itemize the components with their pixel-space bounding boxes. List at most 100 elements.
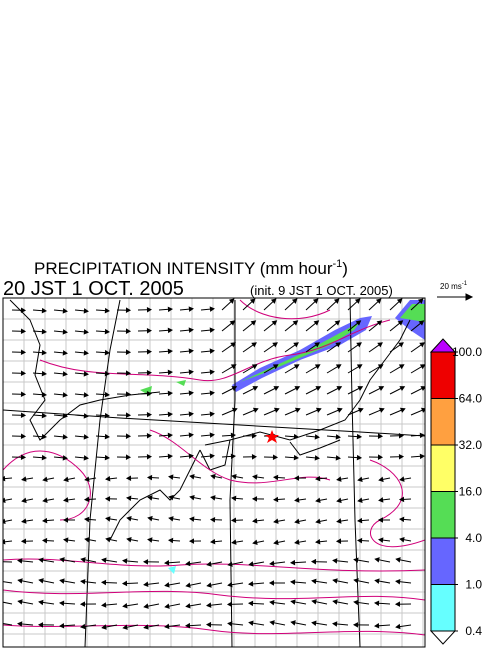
wind-arrow: [378, 537, 391, 543]
colorbar-bin: [430, 351, 456, 399]
arrow-head: [399, 386, 406, 392]
wind-arrow: [3, 623, 13, 626]
under-triangle: [429, 630, 457, 645]
wind-arrow: [137, 348, 153, 355]
arrow-head: [125, 454, 132, 460]
wind-arrow: [116, 454, 132, 460]
arrow-head: [20, 370, 27, 377]
arrow-head: [398, 453, 405, 460]
arrow-head: [122, 558, 128, 564]
wind-arrow: [315, 538, 328, 545]
wind-arrow: [263, 342, 278, 353]
arrow-head: [396, 298, 403, 304]
wind-arrow: [242, 320, 257, 332]
wind-arrow: [410, 453, 425, 460]
arrow-head: [167, 390, 174, 397]
arrow-head: [126, 515, 132, 522]
wind-arrow: [137, 453, 153, 460]
arrow-head: [188, 432, 194, 438]
arrow-head: [58, 622, 65, 629]
arrow-head: [84, 476, 90, 482]
arrow-head: [375, 298, 382, 304]
wind-arrow: [284, 298, 298, 311]
arrow-head: [126, 495, 132, 502]
wind-arrow: [394, 601, 412, 607]
wind-arrow: [284, 454, 300, 461]
wind-arrow: [101, 602, 118, 608]
arrow-head: [146, 369, 153, 376]
arrow-head: [167, 348, 174, 355]
arrow-head: [398, 432, 405, 439]
arrow-head: [419, 342, 425, 348]
wind-arrow: [74, 392, 89, 398]
wind-arrow: [95, 349, 111, 356]
wind-arrow: [95, 328, 111, 335]
wind-arrow: [293, 475, 307, 481]
arrow-head: [83, 392, 89, 398]
arrow-head: [164, 603, 170, 609]
arrow-head: [206, 602, 212, 608]
arrow-head: [289, 559, 296, 566]
wind-arrow: [332, 599, 349, 605]
wind-arrow: [137, 327, 153, 334]
arrow-head: [125, 307, 132, 313]
arrow-head: [83, 308, 89, 314]
wind-arrow: [273, 518, 286, 524]
wind-arrow: [290, 620, 307, 626]
arrow-head: [105, 516, 111, 522]
colorbar-label: 1.0: [465, 578, 482, 592]
arrow-head: [420, 386, 425, 392]
wind-arrow: [116, 391, 132, 397]
arrow-head: [143, 624, 149, 630]
arrow-head: [209, 348, 215, 354]
arrow-head: [188, 306, 194, 312]
arrow-head: [80, 557, 86, 563]
wind-arrow: [315, 475, 328, 482]
wind-arrow: [95, 370, 111, 377]
arrow-head: [293, 364, 300, 370]
wind-arrow: [84, 476, 97, 482]
arrow-head: [335, 538, 342, 544]
colorbar-label: 32.0: [459, 438, 483, 452]
arrow-head: [374, 578, 380, 584]
arrow-head: [0, 560, 1, 564]
wind-arrow: [41, 537, 55, 544]
wind-arrow: [311, 599, 328, 605]
arrow-head: [357, 386, 364, 392]
wind-arrow: [37, 622, 55, 628]
init-time: (init. 9 JST 1 OCT. 2005): [250, 283, 393, 298]
wind-arrow: [158, 306, 174, 313]
arrow-head: [399, 476, 405, 482]
wind-arrow: [200, 390, 215, 396]
arrow-head: [188, 411, 194, 417]
wind-arrow: [290, 599, 307, 605]
arrow-head: [268, 580, 275, 586]
wind-arrow: [53, 350, 68, 356]
wind-arrow: [32, 307, 48, 314]
arrow-head: [294, 497, 300, 503]
arrow-head: [377, 433, 384, 439]
wind-arrow: [347, 454, 363, 461]
arrow-head: [146, 411, 153, 418]
arrow-head: [335, 434, 341, 440]
colorbar-label: 4.0: [465, 531, 482, 545]
wind-arrow: [356, 537, 370, 544]
wind-arrow: [20, 538, 34, 544]
reference-vector-text: 20 ms: [440, 282, 462, 291]
wind-arrow: [158, 327, 174, 334]
arrow-head: [269, 599, 275, 606]
wind-arrow: [168, 474, 181, 480]
wind-arrow: [147, 515, 160, 522]
arrow-head: [125, 349, 132, 355]
arrow-head: [59, 557, 65, 563]
precipitation: [140, 300, 425, 574]
arrow-head: [146, 390, 153, 397]
arrow-head: [397, 320, 404, 326]
arrow-head: [353, 578, 359, 584]
arrow-head: [62, 350, 68, 356]
wind-arrow: [242, 364, 258, 374]
wind-arrow: [147, 495, 160, 501]
arrow-head: [333, 298, 340, 304]
arrow-head: [122, 602, 128, 609]
arrow-head: [272, 342, 278, 348]
